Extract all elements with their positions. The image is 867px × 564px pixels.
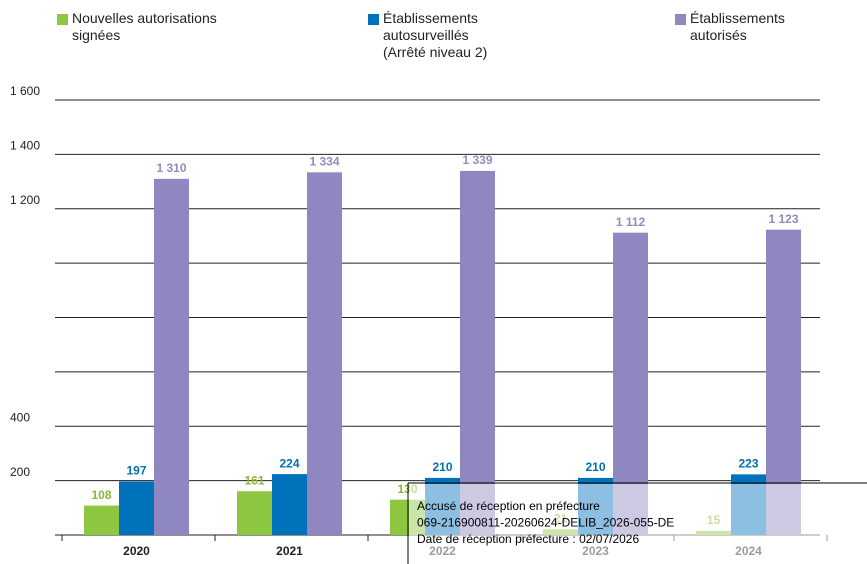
bar <box>307 172 342 535</box>
legend-label: Établissements autosurveillés (Arrêté ni… <box>383 10 488 60</box>
legend-swatch <box>57 14 68 25</box>
data-label: 224 <box>279 456 299 470</box>
data-label: 1 334 <box>309 154 339 168</box>
data-label: 1 339 <box>462 153 492 167</box>
bar <box>272 474 307 535</box>
x-tick-label: 2020 <box>123 544 150 558</box>
y-tick-label: 1 400 <box>10 139 40 153</box>
legend-swatch <box>675 14 686 25</box>
data-label: 210 <box>585 460 605 474</box>
y-tick-label: 1 200 <box>10 193 40 207</box>
x-tick-label: 2021 <box>276 544 303 558</box>
stamp-text: Accusé de réception en préfecture <box>417 499 600 513</box>
bar <box>119 481 154 535</box>
data-label: 161 <box>244 473 264 487</box>
data-label: 1 112 <box>616 215 646 229</box>
y-tick-label: 1 600 <box>10 84 40 98</box>
y-tick-label: 400 <box>10 410 30 424</box>
data-label: 1 123 <box>768 212 798 226</box>
bar <box>237 491 272 535</box>
bar <box>154 178 189 535</box>
legend-label: Établissements autorisés <box>690 10 785 43</box>
bar <box>84 505 119 535</box>
data-label: 210 <box>432 460 452 474</box>
legend-label: Nouvelles autorisations signées <box>72 10 217 43</box>
stamp-text: Date de réception préfecture : 02/07/202… <box>417 532 639 546</box>
stamp-bg <box>409 484 867 564</box>
data-label: 108 <box>91 488 111 502</box>
stamp-text: 069-216900811-20260624-DELIB_2026-055-DE <box>417 516 674 530</box>
legend-swatch <box>368 14 379 25</box>
bar <box>460 170 495 535</box>
data-label: 1 310 <box>156 161 186 175</box>
y-tick-label: 200 <box>10 465 30 479</box>
data-label: 197 <box>126 464 146 478</box>
data-label: 223 <box>738 457 758 471</box>
